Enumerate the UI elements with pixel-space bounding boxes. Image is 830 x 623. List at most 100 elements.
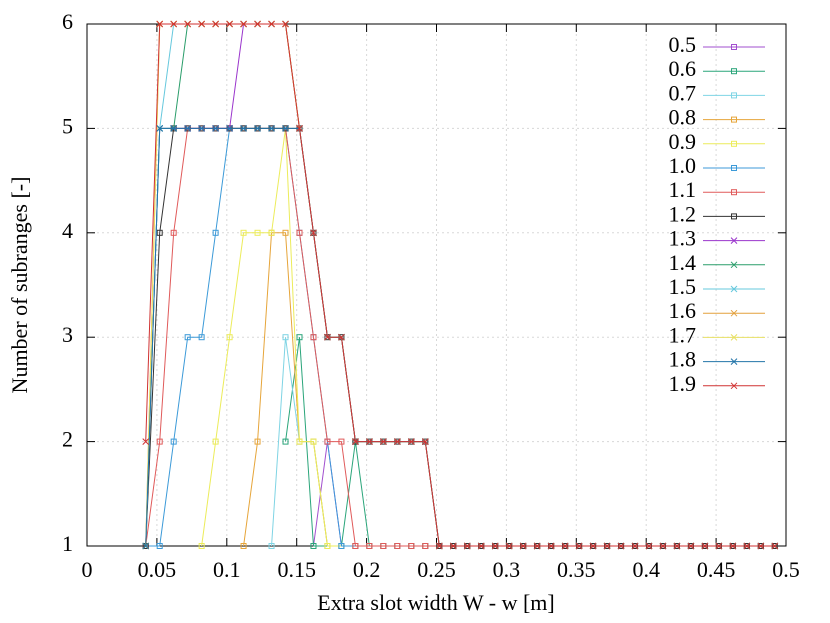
y-tick-label: 4 — [62, 218, 73, 243]
legend-marker — [730, 237, 738, 244]
data-point — [198, 543, 205, 549]
data-point — [170, 438, 177, 445]
data-point — [296, 229, 303, 236]
legend-marker — [730, 382, 738, 390]
legend-label: 0.8 — [669, 105, 697, 130]
legend-marker — [730, 261, 738, 269]
data-point — [212, 229, 219, 236]
data-point — [477, 542, 485, 550]
data-point — [240, 125, 247, 132]
data-point — [366, 438, 373, 445]
legend-marker — [731, 189, 737, 196]
data-point — [198, 20, 205, 28]
data-point — [422, 543, 429, 549]
data-point — [170, 229, 177, 236]
data-point — [380, 438, 387, 445]
data-point — [184, 334, 191, 341]
data-point — [296, 334, 303, 341]
data-point — [254, 20, 261, 28]
x-tick-label: 0.4 — [632, 557, 660, 582]
series-line — [312, 441, 775, 547]
data-point — [226, 20, 233, 28]
data-point — [352, 543, 359, 549]
legend-marker — [731, 213, 737, 220]
legend-label: 1.0 — [669, 153, 697, 178]
data-point — [463, 542, 471, 550]
legend-label: 0.5 — [669, 32, 697, 57]
x-tick-label: 0.15 — [277, 557, 316, 582]
data-point — [240, 543, 247, 549]
data-point — [603, 542, 611, 550]
y-tick-label: 5 — [62, 113, 73, 138]
data-point — [282, 125, 289, 132]
y-tick-label: 2 — [62, 427, 73, 452]
data-point — [757, 542, 765, 550]
data-point — [659, 542, 667, 550]
data-point — [617, 542, 625, 550]
data-point — [338, 333, 345, 341]
y-tick-label: 3 — [62, 322, 73, 347]
data-point — [673, 542, 681, 550]
data-point — [310, 438, 317, 445]
data-point — [589, 542, 597, 550]
data-point — [561, 542, 569, 550]
series-line — [145, 23, 775, 547]
data-point — [449, 542, 457, 550]
data-point — [407, 438, 415, 445]
x-tick-label: 0.25 — [417, 557, 456, 582]
data-point — [156, 20, 164, 28]
data-point — [268, 229, 275, 236]
x-tick-label: 0.2 — [353, 557, 381, 582]
data-point — [142, 542, 150, 550]
data-point — [254, 438, 261, 445]
legend-marker — [730, 285, 738, 293]
data-point — [226, 125, 233, 132]
data-point — [421, 438, 429, 445]
data-point — [701, 542, 709, 550]
data-point — [268, 125, 275, 132]
data-point — [645, 542, 653, 550]
data-point — [533, 542, 541, 550]
legend-label: 1.7 — [669, 322, 697, 347]
data-point — [240, 229, 247, 236]
legend-marker — [730, 334, 738, 341]
legend-marker — [730, 309, 738, 317]
x-tick-label: 0.05 — [138, 557, 177, 582]
data-point — [212, 438, 219, 445]
legend-label: 1.3 — [669, 226, 697, 251]
data-point — [282, 20, 289, 28]
data-point — [198, 334, 205, 341]
data-point — [184, 125, 192, 132]
x-tick-label: 0.1 — [213, 557, 241, 582]
data-point — [254, 229, 261, 236]
x-axis-label: Extra slot width W - w [m] — [317, 590, 555, 615]
data-point — [184, 20, 192, 28]
data-point — [324, 543, 331, 549]
y-tick-label: 1 — [62, 531, 73, 556]
data-point — [282, 438, 289, 445]
x-tick-label: 0.35 — [557, 557, 596, 582]
legend-label: 1.6 — [669, 298, 697, 323]
data-point — [170, 125, 178, 132]
data-point — [491, 542, 499, 550]
data-point — [170, 20, 178, 28]
data-point — [408, 543, 415, 549]
data-point — [142, 438, 150, 445]
legend-label: 0.7 — [669, 80, 697, 105]
legend-marker — [731, 116, 737, 123]
x-tick-label: 0.45 — [697, 557, 736, 582]
data-point — [366, 543, 373, 549]
data-point — [156, 543, 163, 549]
legend-label: 1.4 — [669, 250, 697, 275]
legend-label: 1.8 — [669, 347, 697, 372]
data-point — [254, 125, 261, 132]
legend-label: 0.6 — [669, 56, 697, 81]
legend-label: 0.9 — [669, 129, 697, 154]
x-tick-label: 0.3 — [493, 557, 521, 582]
data-point — [575, 542, 583, 550]
x-tick-label: 0 — [82, 557, 93, 582]
data-point — [394, 543, 401, 549]
y-tick-label: 6 — [62, 9, 73, 34]
data-point — [310, 543, 317, 549]
